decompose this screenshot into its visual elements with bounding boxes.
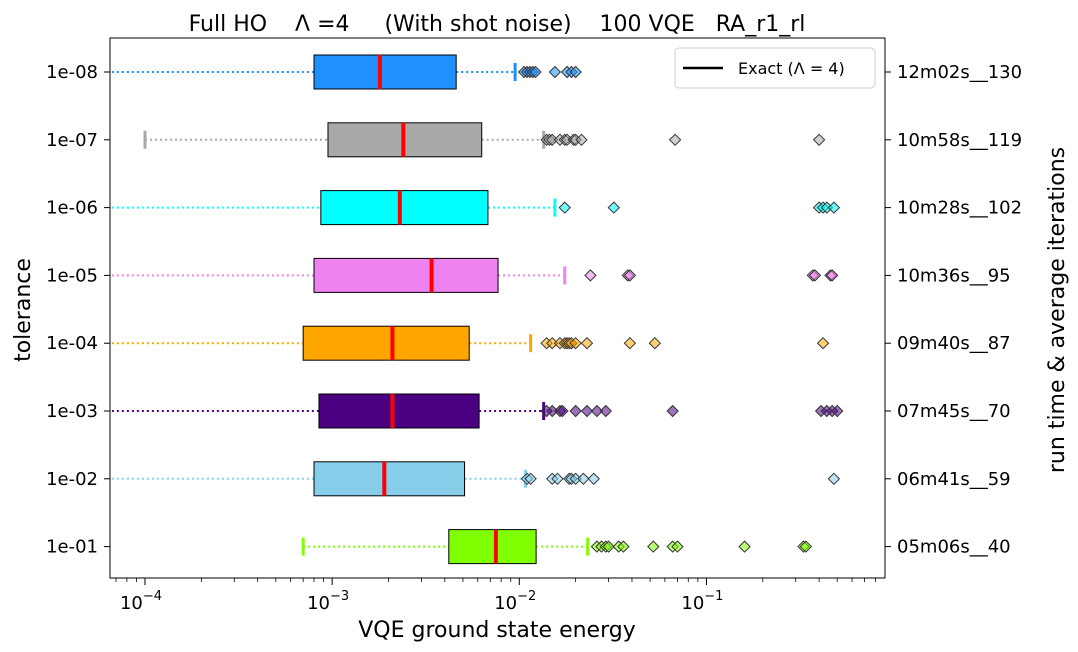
x-tick-label: 10−1 [681,589,723,614]
outlier-point [825,269,839,282]
outlier-point [816,336,830,350]
box-1e-07 [143,122,826,158]
y-tick-label: 1e-03 [46,401,98,422]
y-axis-title: tolerance [11,258,36,362]
box-iqr [448,529,537,565]
outlier-point [812,133,826,147]
x-tick-label: 10−3 [307,589,349,614]
outlier-point [548,65,562,79]
y-tick-label: 1e-08 [46,62,98,83]
outlier-point [738,540,751,553]
y-tick-label: 1e-01 [46,537,98,558]
outlier-point [556,404,569,418]
outlier-point [569,404,582,418]
outlier-point [558,201,571,214]
box-iqr [313,54,457,90]
x-tick-label: 10−4 [120,589,162,614]
y-tick-label: 1e-04 [46,333,98,354]
outlier-point [617,540,630,553]
outlier-point [827,472,841,486]
chart-title: Full HO Λ =4 (With shot noise) 100 VQE R… [189,12,806,37]
box-1e-02 [111,461,841,497]
right-tick-label: 10m36s__95 [897,265,1011,286]
box-1e-08 [111,54,582,90]
box-iqr [320,190,489,226]
outlier-point [580,404,594,418]
outlier-point [599,404,613,418]
outlier-point [577,472,590,486]
outlier-point [569,336,582,350]
outlier-point [831,404,844,418]
y-tick-label: 1e-05 [46,265,98,286]
outlier-point [587,472,600,486]
outlier-point [647,540,660,553]
outlier-point [666,404,679,418]
outlier-point [602,540,615,553]
x-axis-title: VQE ground state energy [358,618,635,643]
right-tick-label: 09m40s__87 [897,333,1011,354]
outlier-point [607,201,621,214]
right-axis-title: run time & average iterations [1045,147,1070,473]
box-1e-05 [111,257,839,293]
outlier-point [524,472,537,486]
y-tick-label: 1e-06 [46,198,98,219]
box-1e-04 [111,325,830,361]
outlier-point [529,65,542,79]
outlier-point [623,336,637,350]
axes: 10−4 10−3 10−2 10−1 1e-08 12m02s__130 1e-07 10m… [46,62,1022,614]
box-iqr [318,393,480,429]
outlier-point [808,269,822,282]
right-tick-label: 05m06s__40 [897,537,1011,558]
plot-frame [109,37,886,579]
outlier-point [827,201,841,214]
outlier-point [799,540,813,553]
outlier-point [551,472,564,486]
outlier-point [671,540,684,553]
x-tick-label: 10−2 [494,589,536,614]
outlier-point [668,133,682,147]
outlier-point [584,269,597,282]
plot-area [111,54,844,565]
box-iqr [313,461,466,497]
legend-box [674,47,876,89]
right-tick-label: 10m58s__119 [897,130,1022,151]
box-1e-06 [111,190,841,226]
outlier-point [569,65,582,79]
legend-label-exact: Exact (Λ = 4) [738,59,845,78]
y-tick-label: 1e-02 [46,469,98,490]
legend: Exact (Λ = 4) [674,47,876,89]
box-1e-01 [301,529,813,565]
outlier-point [648,336,662,350]
box-iqr [313,257,499,293]
right-tick-label: 06m41s__59 [897,469,1011,490]
outlier-point [590,404,604,418]
outlier-point [575,133,588,147]
right-tick-label: 12m02s__130 [897,62,1022,83]
right-tick-label: 10m28s__102 [897,198,1022,219]
y-tick-label: 1e-07 [46,130,98,151]
right-tick-label: 07m45s__70 [897,401,1011,422]
box-iqr [302,325,470,361]
outlier-point [623,269,637,282]
box-1e-03 [111,393,844,429]
outlier-point [580,336,594,350]
